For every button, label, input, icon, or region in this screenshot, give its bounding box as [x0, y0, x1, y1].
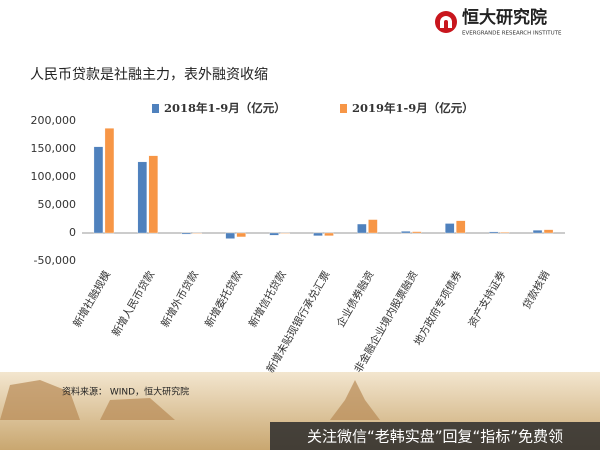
bar — [148, 155, 159, 234]
watermark: 关注微信“老韩实盘”回复“指标”免费领 — [307, 428, 563, 446]
bar — [192, 232, 202, 234]
bar — [93, 146, 104, 234]
logo-subtitle: EVERGRANDE RESEARCH INSTITUTE — [462, 31, 562, 37]
bar — [401, 231, 411, 234]
bar — [499, 232, 510, 234]
legend-swatch — [152, 104, 159, 113]
bar — [104, 128, 115, 234]
x-tick-label: 新增人民币贷款 — [109, 268, 157, 339]
x-tick-label: 企业债券融资 — [334, 269, 377, 330]
bar — [456, 220, 466, 234]
watermark-bar — [270, 422, 600, 450]
buildings — [0, 380, 380, 420]
y-tick-label: 200,000 — [31, 114, 77, 127]
x-tick-label: 新增社融规模 — [70, 268, 113, 329]
bar — [412, 231, 422, 234]
bar — [445, 223, 455, 234]
bar — [543, 229, 554, 234]
y-tick-label: 50,000 — [38, 198, 77, 211]
bar — [532, 230, 543, 234]
bar — [236, 232, 246, 238]
x-tick-label: 资产支持证券 — [466, 268, 509, 329]
bar — [368, 219, 378, 234]
logo-icon — [435, 11, 457, 33]
bar — [181, 232, 191, 235]
x-tick-label: 新增信托贷款 — [246, 268, 289, 329]
y-tick-label: 150,000 — [31, 142, 77, 155]
x-tick-label: 地方政府专项债券 — [411, 268, 465, 348]
x-tick-label: 贷款核销 — [520, 269, 552, 312]
bar — [269, 232, 279, 236]
bar — [488, 231, 499, 234]
legend-swatch — [340, 104, 347, 113]
y-tick-label: 100,000 — [31, 170, 77, 183]
x-tick-label: 新增外币贷款 — [158, 268, 201, 329]
bar — [357, 223, 367, 234]
bar — [313, 232, 323, 236]
bar — [324, 232, 334, 236]
x-tick-label: 新增委托贷款 — [202, 268, 245, 329]
legend-label: 2019年1-9月（亿元） — [352, 101, 474, 115]
bar — [280, 232, 290, 234]
chart-title: 人民币贷款是社融主力，表外融资收缩 — [30, 67, 268, 83]
y-tick-label: -50,000 — [34, 254, 76, 267]
source-note: 资料来源： WIND，恒大研究院 — [62, 386, 189, 398]
logo-mark — [440, 16, 452, 28]
bar — [137, 161, 148, 234]
bar — [225, 232, 235, 239]
legend-label: 2018年1-9月（亿元） — [164, 101, 286, 115]
y-tick-label: 0 — [69, 226, 76, 239]
logo-name: 恒大研究院 — [462, 7, 547, 28]
